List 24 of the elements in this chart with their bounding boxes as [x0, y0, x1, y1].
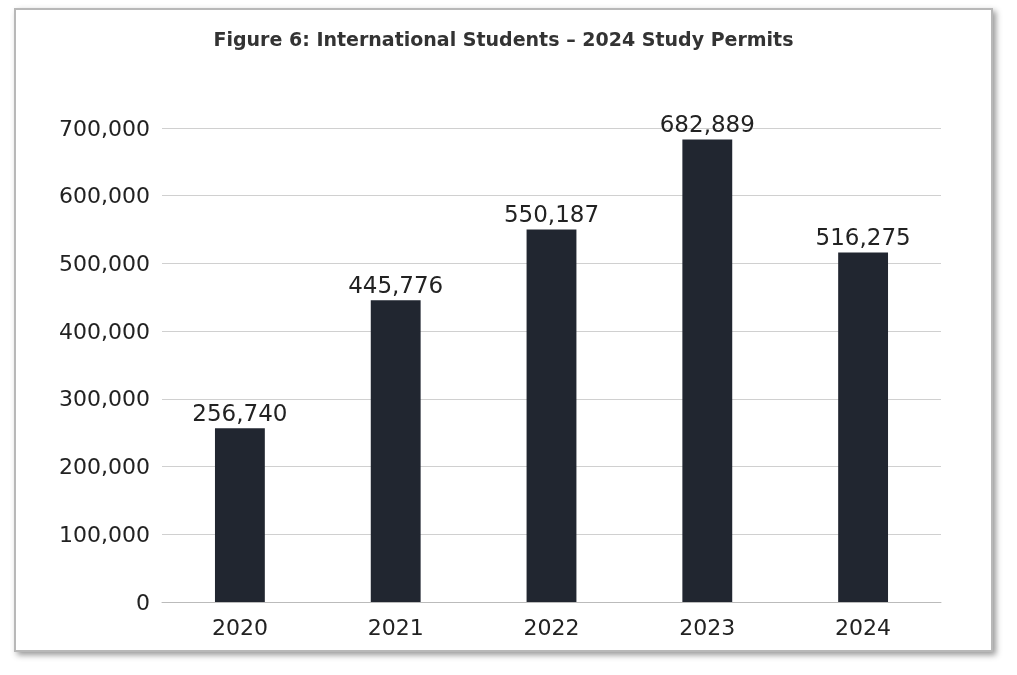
- bar: [838, 252, 889, 602]
- data-label: 445,776: [348, 271, 444, 298]
- y-tick-label: 0: [136, 589, 150, 615]
- bar: [370, 300, 421, 602]
- chart-title: Figure 6: International Students – 2024 Study Permits: [213, 27, 794, 50]
- y-tick-label: 700,000: [59, 115, 150, 141]
- data-label: 256,740: [192, 399, 288, 426]
- data-label: 550,187: [503, 200, 600, 227]
- x-tick-label: 2023: [679, 614, 736, 640]
- y-tick-label: 100,000: [59, 521, 150, 547]
- y-tick-label: 300,000: [59, 386, 150, 412]
- x-tick-label: 2021: [367, 614, 424, 640]
- y-tick-label: 200,000: [59, 454, 150, 480]
- y-tick-label: 400,000: [59, 318, 150, 344]
- bar: [214, 428, 265, 602]
- bar: [682, 139, 733, 602]
- y-tick-label: 500,000: [59, 250, 150, 276]
- x-tick-label: 2022: [523, 614, 580, 640]
- data-label: 682,889: [659, 111, 755, 138]
- x-tick-label: 2020: [211, 614, 268, 640]
- x-tick-label: 2024: [835, 614, 892, 640]
- y-tick-label: 600,000: [59, 183, 150, 209]
- data-label: 516,275: [815, 223, 911, 250]
- bar: [526, 229, 577, 602]
